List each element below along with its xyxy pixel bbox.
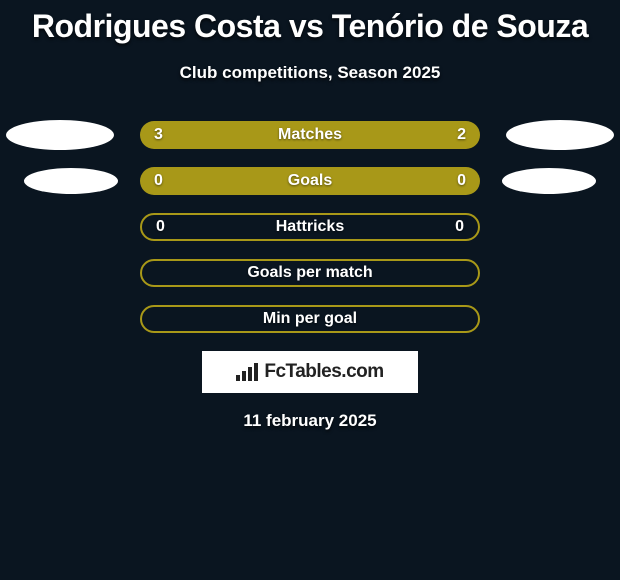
player-right-name: Tenório de Souza [332,8,588,44]
player-left-name: Rodrigues Costa [32,8,281,44]
stat-label: Goals per match [247,264,372,282]
player-right-badge [502,168,596,194]
icon-bar [236,375,240,381]
stat-row-hattricks: 0 Hattricks 0 [0,213,620,241]
stat-bar: 0 Goals 0 [140,167,480,195]
bar-chart-icon [236,363,258,381]
stat-right-value: 2 [457,126,466,144]
icon-bar [242,371,246,381]
stat-label: Hattricks [276,218,344,236]
player-left-badge [24,168,118,194]
comparison-title: Rodrigues Costa vs Tenório de Souza [0,0,620,45]
stat-bar: Min per goal [140,305,480,333]
stat-bar: 3 Matches 2 [140,121,480,149]
icon-bar [254,363,258,381]
stat-label: Goals [288,172,332,190]
vs-separator: vs [289,8,324,44]
stat-row-min-per-goal: Min per goal [0,305,620,333]
stat-left-value: 0 [156,218,165,236]
stat-right-value: 0 [457,172,466,190]
stat-row-goals-per-match: Goals per match [0,259,620,287]
icon-bar [248,367,252,381]
stat-bar: 0 Hattricks 0 [140,213,480,241]
player-left-badge [6,120,114,150]
stat-right-value: 0 [455,218,464,236]
stat-row-goals: 0 Goals 0 [0,167,620,195]
stat-label: Matches [278,126,342,144]
footer-date: 11 february 2025 [0,411,620,431]
stat-row-matches: 3 Matches 2 [0,121,620,149]
stat-label: Min per goal [263,310,357,328]
competition-subtitle: Club competitions, Season 2025 [0,63,620,83]
stats-container: 3 Matches 2 0 Goals 0 0 Hattricks 0 Goal… [0,121,620,333]
stat-bar: Goals per match [140,259,480,287]
stat-left-value: 0 [154,172,163,190]
player-right-badge [506,120,614,150]
fctables-logo[interactable]: FcTables.com [202,351,418,393]
stat-left-value: 3 [154,126,163,144]
logo-text: FcTables.com [264,361,383,383]
